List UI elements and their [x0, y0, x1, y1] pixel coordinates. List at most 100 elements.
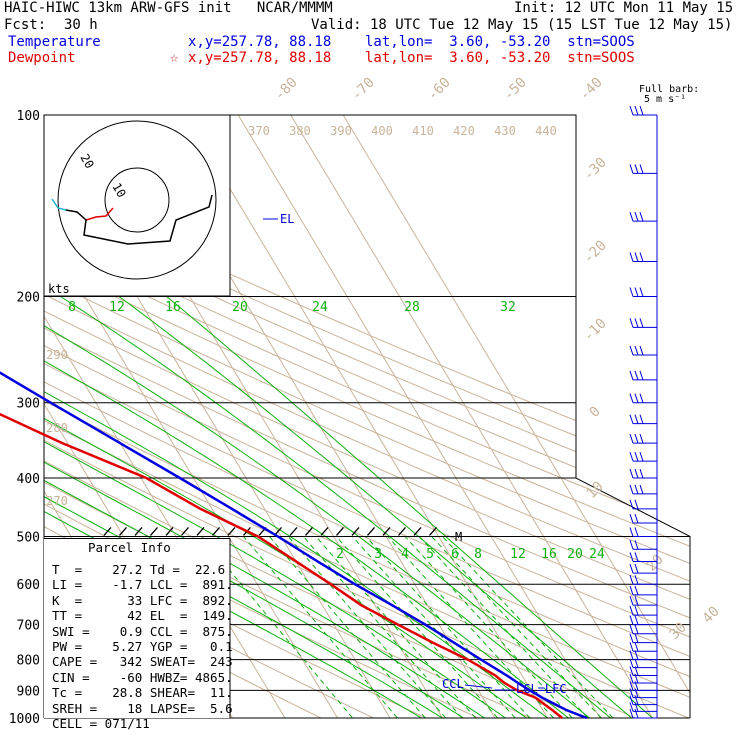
wind-barb-flag	[634, 433, 639, 444]
moist-adiabat-line	[73, 220, 653, 718]
level-hash-mark	[382, 527, 391, 536]
wind-barb-flag	[639, 318, 644, 328]
parcel-info-row: CELL = 071/11	[52, 716, 150, 731]
wind-barb-flag	[629, 393, 634, 403]
dry-adiabat-line	[44, 115, 690, 718]
wind-barb-flag	[634, 673, 639, 684]
theta-label: 290	[46, 348, 68, 362]
moist-adiabat-line	[44, 220, 611, 718]
wind-barb-flag	[629, 563, 634, 574]
dewpoint-marker-icon: ☆	[170, 50, 179, 66]
wind-barb-flag	[639, 287, 644, 297]
level-hash-mark	[227, 527, 236, 536]
level-hash-mark	[351, 527, 360, 536]
moist-adiabat-label: 12	[109, 300, 125, 315]
wind-barb-flag	[639, 451, 644, 462]
level-hash-mark	[429, 527, 437, 536]
mixing-ratio-label: 12	[510, 547, 526, 562]
mixing-ratio-line	[315, 536, 477, 718]
moist-adiabat-label: 16	[165, 300, 181, 315]
ccl-label: CCL	[442, 677, 464, 691]
parcel-info-row: SREH = 18 LAPSE= 5.6	[52, 700, 233, 716]
level-hash-mark	[320, 527, 329, 536]
fcst-label: Fcst:	[4, 17, 47, 33]
wind-barb-flag	[634, 513, 639, 524]
init-time: Init: 12 UTC Mon 11 May 15	[514, 0, 734, 16]
dry-adiabat-line	[44, 115, 690, 718]
pressure-tick-label: 400	[17, 472, 40, 487]
wind-barb-flag	[629, 624, 634, 634]
wind-barb-flag	[634, 615, 639, 625]
wind-barb-flag	[629, 484, 634, 495]
wind-barb-flag	[639, 345, 644, 356]
theta-label: 380	[289, 124, 311, 138]
mixing-ratio-line	[442, 536, 614, 718]
wind-barb-flag	[634, 468, 639, 479]
mixing-ratio-line	[287, 536, 447, 718]
theta-label: 400	[371, 124, 393, 138]
wind-barb-flag	[629, 370, 634, 381]
wind-barb-flag	[629, 105, 634, 116]
wind-barb-flag	[634, 164, 639, 174]
wind-barb-flag	[634, 540, 639, 550]
moist-adiabat-label: 28	[404, 300, 420, 315]
theta-label: 370	[248, 124, 270, 138]
wind-barb-flag	[629, 633, 634, 643]
temperature-legend-info: x,y=257.78, 88.18 lat,lon= 3.60, -53.20 …	[188, 34, 635, 50]
parcel-info-box	[44, 538, 230, 718]
wind-barb-flag	[634, 575, 639, 585]
wind-barb-flag	[634, 708, 639, 719]
wind-barb-flag	[639, 252, 644, 262]
wind-barb-flag	[629, 615, 634, 625]
pressure-tick-label: 100	[17, 109, 40, 124]
theta-label: 280	[46, 421, 68, 435]
wind-barb-flag	[629, 513, 634, 524]
mixing-ratio-label: 6	[451, 547, 459, 562]
wind-barb-flag	[634, 666, 639, 676]
wind-barb-flag	[629, 673, 634, 684]
wind-barb-flag	[639, 105, 644, 116]
wind-barb-flag	[629, 605, 634, 616]
lcl-lfc-label: LCL=LFC	[516, 682, 567, 696]
pressure-tick-label: 1000	[9, 712, 40, 727]
wind-barb-flag	[629, 527, 634, 537]
isotherm-label: -50	[501, 75, 530, 104]
wind-barb-flag	[639, 212, 644, 222]
wind-barb-flag	[634, 370, 639, 381]
fcst-value: 30 h	[64, 17, 98, 33]
wind-barb-flag	[634, 642, 639, 652]
barb-scale-label: Full barb:	[639, 84, 700, 95]
wind-barb-flag	[634, 702, 639, 712]
wind-barb-flag	[639, 370, 644, 381]
parcel-info-row: TT = 42 EL = 149.	[52, 608, 233, 624]
mixing-ratio-line	[365, 536, 531, 718]
m-label: M	[455, 530, 462, 544]
chart-title: HAIC-HIWC 13km ARW-GFS init NCAR/MMMM	[4, 0, 333, 16]
wind-barb-flag	[634, 451, 639, 462]
moist-adiabat-label: 32	[500, 300, 516, 315]
wind-barb-flag	[629, 708, 634, 719]
mixing-ratio-line	[404, 536, 573, 718]
level-hash-mark	[212, 527, 220, 536]
wind-barb-flag	[639, 468, 644, 479]
wind-barb-flag	[634, 695, 639, 705]
moist-adiabat-line	[44, 220, 548, 718]
mixing-ratio-line	[269, 536, 426, 718]
wind-barb-flag	[634, 605, 639, 616]
wind-barb-flag	[629, 318, 634, 328]
parcel-info-row: SWI = 0.9 CCL = 875.	[52, 623, 233, 639]
wind-barb-flag	[634, 345, 639, 356]
mixing-ratio-label: 16	[541, 547, 557, 562]
parcel-info-row: CIN = -60 HWBZ= 4865.	[52, 669, 233, 685]
isotherm-line	[185, 115, 548, 718]
pressure-tick-label: 800	[17, 654, 40, 669]
hodograph-ring-label: 20	[77, 152, 96, 172]
theta-label: 390	[330, 124, 352, 138]
wind-barb-flag	[639, 414, 644, 424]
theta-label: 420	[453, 124, 475, 138]
moist-adiabat-line	[44, 220, 506, 718]
wind-barb-flag	[629, 695, 634, 705]
wind-barb-flag	[634, 624, 639, 634]
mixing-ratio-line	[419, 536, 589, 718]
